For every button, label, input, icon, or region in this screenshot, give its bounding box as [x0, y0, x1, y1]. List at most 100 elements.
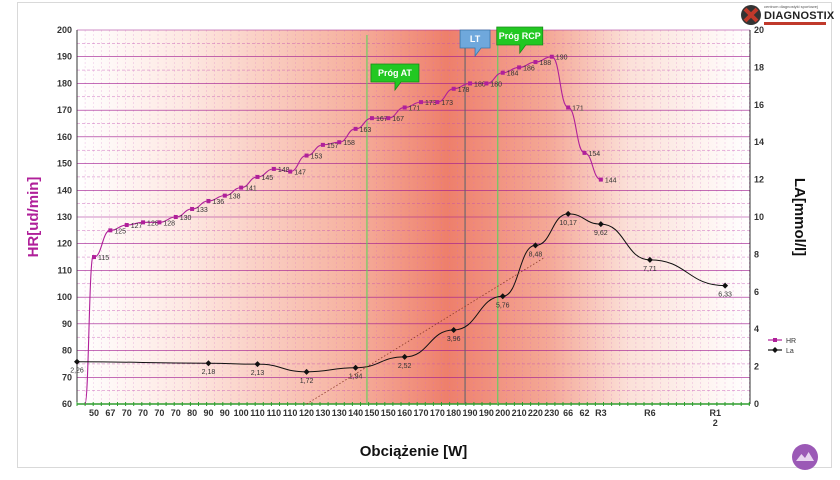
corner-badge-icon [792, 444, 818, 470]
hr-data-label: 186 [523, 65, 535, 72]
y-tick-right: 6 [754, 287, 759, 297]
y-axis-label-right: LA[mmol/l] [791, 178, 808, 256]
x-axis-label: Obciążenie [W] [360, 443, 468, 460]
la-point [499, 293, 506, 300]
hr-point [304, 153, 309, 158]
x-tick-label: 100 [234, 408, 249, 418]
y-tick-right: 14 [754, 137, 764, 147]
hr-point [239, 185, 244, 190]
la-point [205, 360, 212, 367]
hr-point [517, 65, 522, 70]
la-data-label: 9,62 [594, 230, 608, 237]
logo-icon [741, 5, 761, 25]
x-tick-label: 70 [138, 408, 148, 418]
y-tick-right: 2 [754, 362, 759, 372]
hr-point [337, 140, 342, 145]
la-point [565, 210, 572, 217]
la-data-label: 3,96 [447, 336, 461, 343]
threshold-flag-label: Próg AT [378, 68, 412, 78]
la-data-label: 2,18 [202, 369, 216, 376]
la-point [450, 326, 457, 333]
x-tick-label: 230 [544, 408, 559, 418]
logo-underline [764, 22, 826, 25]
la-data-label: 5,76 [496, 302, 510, 309]
hr-data-label: 148 [278, 167, 290, 174]
hr-point [141, 220, 146, 225]
x-tick-label: 70 [122, 408, 132, 418]
hr-data-label: 145 [262, 175, 274, 182]
y-tick-right: 0 [754, 399, 759, 409]
x-tick-label: 140 [348, 408, 363, 418]
hr-data-label: 190 [556, 55, 568, 62]
y-tick-left: 120 [57, 239, 72, 249]
x-tick-label: 120 [299, 408, 314, 418]
y-tick-left: 130 [57, 212, 72, 222]
legend-la-marker [772, 347, 778, 353]
y-tick-left: 160 [57, 132, 72, 142]
x-tick-label: 67 [105, 408, 115, 418]
hr-point [353, 126, 358, 131]
x-tick-label: 150 [381, 408, 396, 418]
y-tick-left: 150 [57, 159, 72, 169]
hr-point [271, 166, 276, 171]
threshold-flag [459, 29, 491, 58]
x-tick-label: 50 [89, 408, 99, 418]
x-tick-label: 110 [283, 408, 298, 418]
la-point [597, 221, 604, 228]
hr-data-label: 133 [196, 207, 208, 214]
legend-la-label: La [786, 348, 794, 355]
hr-data-label: 115 [98, 255, 109, 262]
hr-data-label: 157 [327, 143, 339, 150]
hr-data-label: 136 [212, 199, 224, 206]
hr-data-label: 154 [589, 151, 601, 158]
hr-data-label: 167 [392, 116, 404, 123]
hr-point [500, 70, 505, 75]
y-tick-left: 140 [57, 185, 72, 195]
x-tick-label: 190 [463, 408, 478, 418]
x-tick-label: 220 [528, 408, 543, 418]
hr-data-label: 130 [180, 215, 192, 222]
x-tick-label: 90 [203, 408, 213, 418]
hr-point [435, 100, 440, 105]
diagnostix-logo: centrum diagnostyki sportowej DIAGNOSTIX [740, 4, 835, 26]
y-tick-left: 170 [57, 105, 72, 115]
la-trendline [306, 257, 544, 405]
x-tick-label: 70 [154, 408, 164, 418]
hr-point [206, 198, 211, 203]
hr-point [402, 105, 407, 110]
threshold-flag-label: LT [470, 34, 481, 44]
la-series-line [76, 213, 726, 373]
hr-data-label: 147 [294, 170, 306, 177]
hr-point [582, 150, 587, 155]
hr-point [157, 220, 162, 225]
x-tick-label: 110 [267, 408, 282, 418]
hr-data-label: 171 [409, 105, 421, 112]
x-tick-label: 160 [397, 408, 412, 418]
x-tick-label: 170 [413, 408, 428, 418]
hr-point [386, 116, 391, 121]
hr-point [484, 81, 489, 86]
y-tick-right: 20 [754, 25, 764, 35]
la-data-label: 7,71 [643, 266, 657, 273]
hr-point [566, 105, 571, 110]
x-tick-label: 90 [220, 408, 230, 418]
threshold-flag [370, 63, 420, 92]
hr-data-label: 125 [114, 228, 126, 235]
y-tick-left: 200 [57, 25, 72, 35]
hr-data-label: 178 [458, 87, 470, 94]
hr-point [320, 142, 325, 147]
chart-border [17, 2, 832, 468]
hr-point [288, 169, 293, 174]
la-point [352, 364, 359, 371]
y-tick-right: 18 [754, 62, 764, 72]
y-axis-label-left: HR[ud/min] [25, 177, 42, 258]
y-tick-left: 110 [57, 265, 72, 275]
y-tick-left: 190 [57, 52, 72, 62]
legend-hr-marker [773, 338, 777, 342]
y-tick-right: 16 [754, 100, 764, 110]
hr-point [255, 174, 260, 179]
hr-point [369, 116, 374, 121]
logo-text: DIAGNOSTIX [764, 10, 835, 22]
x-tick-label: 200 [495, 408, 510, 418]
